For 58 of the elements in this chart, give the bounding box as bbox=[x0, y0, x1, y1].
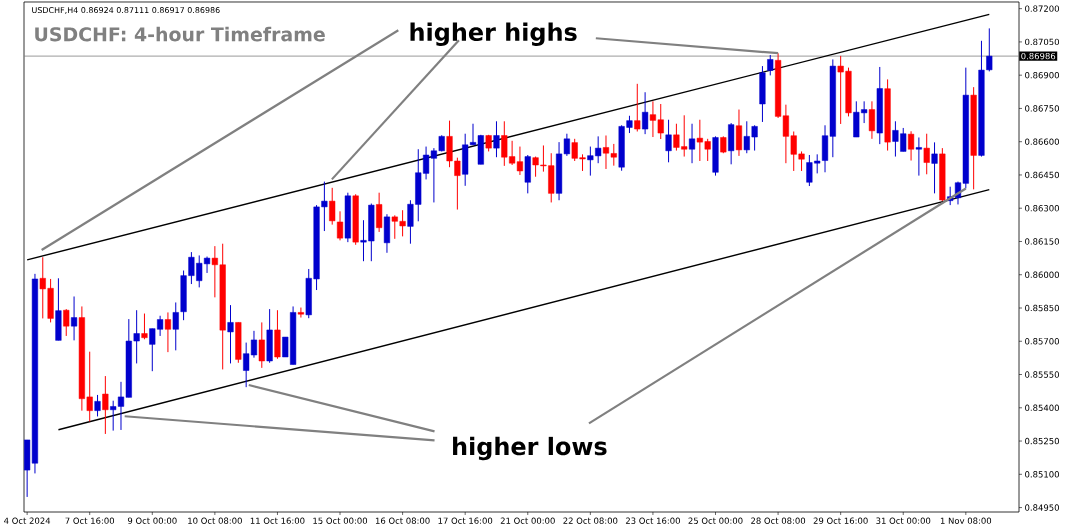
candlestick bbox=[493, 120, 500, 158]
annotation: higher highs bbox=[410, 22, 577, 46]
candlestick bbox=[94, 394, 101, 417]
y-tick-label: 0.85850 bbox=[1025, 304, 1059, 312]
y-tick-label: 0.86150 bbox=[1025, 238, 1059, 245]
candlestick bbox=[258, 321, 265, 369]
x-tick-label: 7 Oct 16:00 bbox=[65, 517, 115, 524]
x-tick-label: 1 Nov 08:00 bbox=[940, 517, 992, 524]
candlestick bbox=[141, 313, 148, 340]
x-tick-label: 23 Oct 16:00 bbox=[625, 517, 680, 524]
candlestick bbox=[102, 375, 109, 435]
x-tick-label: 10 Oct 08:00 bbox=[188, 517, 242, 524]
candlestick bbox=[172, 301, 179, 351]
y-tick-label: 0.85400 bbox=[1025, 404, 1059, 411]
y-tick-label: 0.87200 bbox=[1025, 5, 1059, 12]
y-tick-label: 0.86000 bbox=[1025, 271, 1059, 278]
candlestick bbox=[665, 119, 672, 163]
y-tick-label: 0.85250 bbox=[1025, 437, 1059, 445]
x-tick-label: 28 Oct 08:00 bbox=[751, 517, 806, 524]
x-tick-label: 17 Oct 16:00 bbox=[438, 517, 493, 524]
x-tick-label: 25 Oct 00:00 bbox=[688, 517, 743, 524]
candlestick bbox=[642, 91, 649, 135]
x-tick-label: 29 Oct 16:00 bbox=[813, 517, 868, 524]
ref-line-label: 0.86986 bbox=[1021, 52, 1056, 60]
candlestick bbox=[923, 133, 930, 175]
x-tick-label: 11 Oct 16:00 bbox=[250, 517, 305, 524]
candlestick bbox=[767, 54, 774, 76]
x-tick-label: 15 Oct 00:00 bbox=[313, 517, 368, 524]
candlestick bbox=[71, 295, 78, 341]
y-tick-label: 0.85100 bbox=[1025, 471, 1059, 478]
candlestick bbox=[868, 100, 876, 140]
candlestick bbox=[915, 136, 922, 177]
x-tick-label: 22 Oct 08:00 bbox=[563, 517, 618, 524]
candlestick bbox=[908, 130, 915, 162]
candlestick bbox=[931, 141, 938, 194]
candlestick bbox=[227, 304, 234, 364]
y-tick-label: 0.87050 bbox=[1025, 38, 1059, 46]
x-tick-label: 16 Oct 08:00 bbox=[375, 517, 430, 524]
candlestick bbox=[297, 307, 304, 319]
y-tick-label: 0.86900 bbox=[1025, 71, 1059, 79]
candlestick bbox=[688, 123, 696, 164]
text: USDCHF: 4-hour Timeframe bbox=[35, 26, 325, 42]
annotation: higher lows bbox=[453, 436, 607, 461]
candlestick bbox=[164, 311, 171, 353]
x-tick-label: 9 Oct 00:00 bbox=[127, 517, 177, 524]
y-tick-label: 0.86750 bbox=[1025, 105, 1059, 112]
x-tick-label: 31 Oct 00:00 bbox=[876, 517, 931, 524]
y-tick-label: 0.86300 bbox=[1025, 205, 1059, 212]
candlestick bbox=[376, 192, 383, 233]
y-tick-label: 0.86450 bbox=[1025, 171, 1059, 179]
candlestick bbox=[63, 308, 70, 337]
x-tick-label: 4 Oct 2024 bbox=[4, 517, 51, 524]
y-tick-label: 0.84950 bbox=[1025, 504, 1059, 511]
y-tick-label: 0.86600 bbox=[1025, 138, 1059, 145]
y-tick-label: 0.85700 bbox=[1025, 338, 1059, 345]
y-tick-label: 0.85550 bbox=[1025, 371, 1059, 378]
x-tick-label: 21 Oct 00:00 bbox=[500, 517, 555, 524]
candlestick bbox=[634, 83, 641, 132]
